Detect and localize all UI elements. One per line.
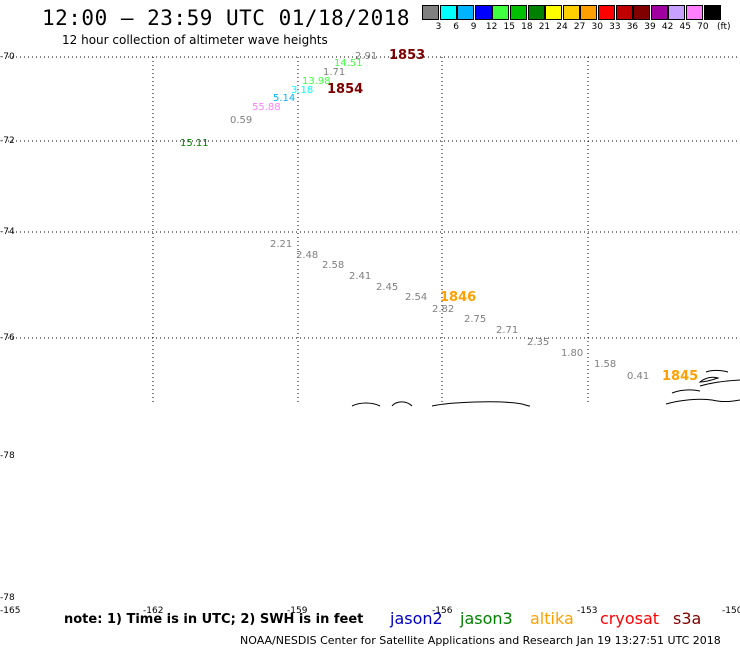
wave-height-point: 1.80 [561,348,583,359]
lat-label: -78 [0,451,15,461]
pass-time-label: 1846 [440,290,476,305]
lon-label: -165 [0,606,20,616]
lat-label: -74 [0,227,15,237]
lat-label: -76 [0,333,15,343]
wave-height-point: 2.75 [464,314,486,325]
satellite-legend-cryosat: cryosat [600,609,659,628]
credit-line: NOAA/NESDIS Center for Satellite Applica… [240,634,721,647]
wave-height-point: 15.11 [180,138,209,149]
lat-label: -72 [0,136,15,146]
wave-height-point: 2.54 [405,292,427,303]
wave-height-point: 0.59 [230,115,252,126]
wave-height-point: 2.58 [322,260,344,271]
units-note: note: 1) Time is in UTC; 2) SWH is in fe… [64,612,363,627]
satellite-legend-altika: altika [530,609,574,628]
satellite-legend-jason2: jason2 [390,609,443,628]
lon-label: -150 [722,606,740,616]
wave-height-point: 2.41 [349,271,371,282]
wave-height-point: 2.35 [527,337,549,348]
lat-label: -78 [0,593,15,603]
wave-height-point: 1.58 [594,359,616,370]
wave-height-point: 2.21 [270,239,292,250]
wave-height-point: 2.71 [496,325,518,336]
wave-height-point: 55.88 [252,102,281,113]
lon-label: -153 [577,606,597,616]
wave-height-point: 2.48 [296,250,318,261]
wave-height-point: 2.82 [432,304,454,315]
pass-time-label: 1853 [389,48,425,63]
satellite-legend-s3a: s3a [673,609,701,628]
wave-height-point: 2.45 [376,282,398,293]
wave-height-point: 0.41 [627,371,649,382]
pass-time-label: 1845 [662,369,698,384]
satellite-legend-jason3: jason3 [460,609,513,628]
pass-time-label: 1854 [327,82,363,97]
lat-label: -70 [0,52,15,62]
